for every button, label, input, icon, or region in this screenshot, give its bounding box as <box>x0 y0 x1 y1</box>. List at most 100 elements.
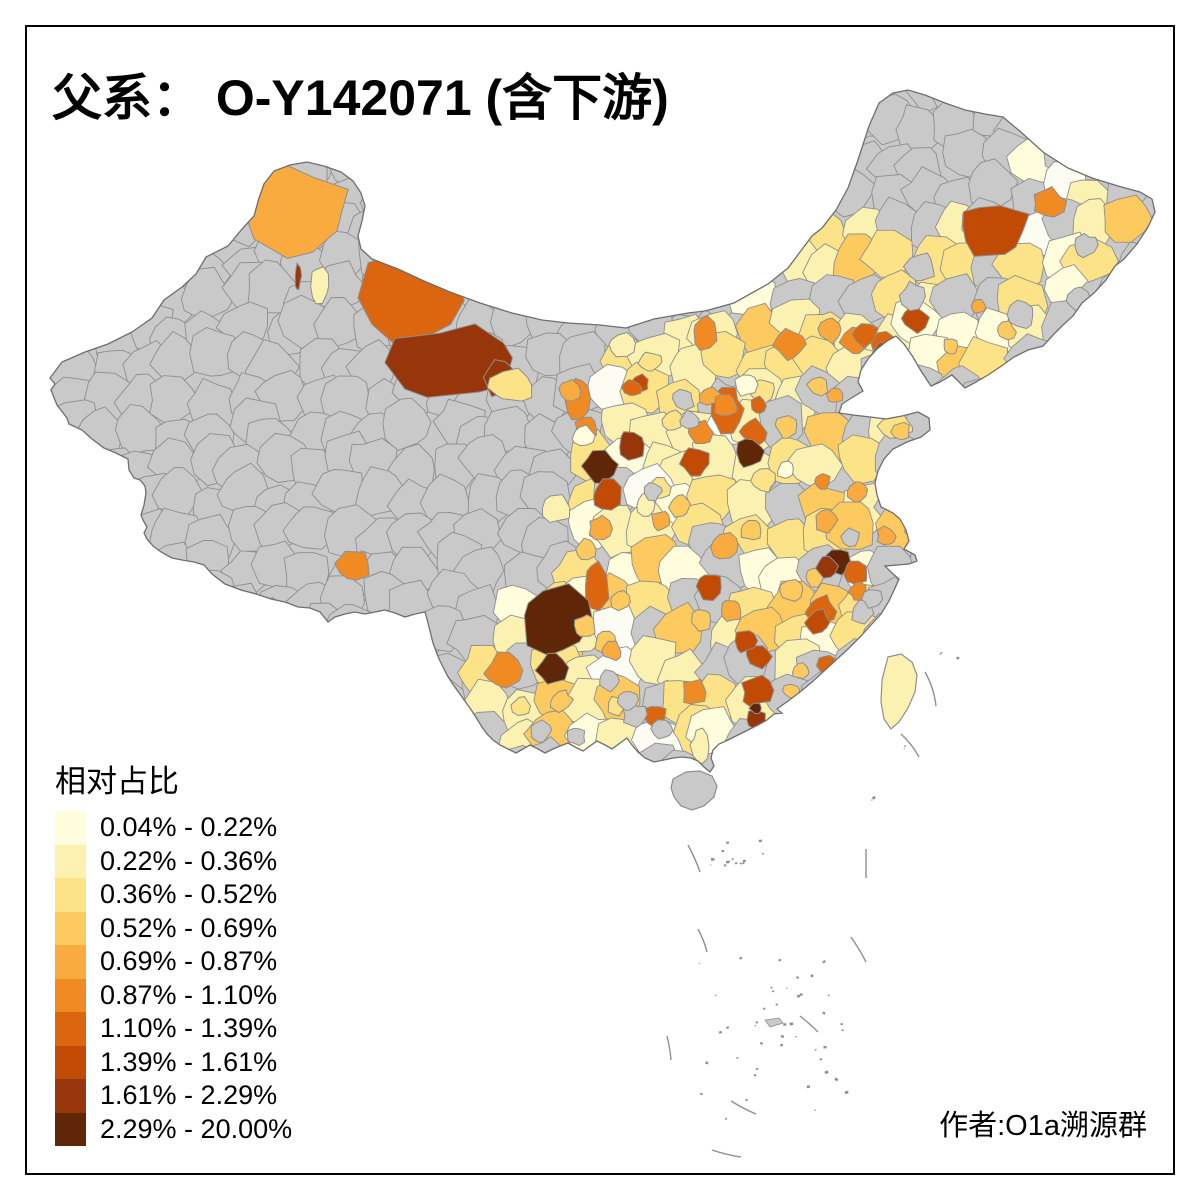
map-region <box>779 578 804 602</box>
map-region <box>943 338 959 355</box>
legend-class-row: 0.22% - 0.36% <box>55 844 292 879</box>
map-region <box>720 600 742 622</box>
map-region <box>619 431 645 461</box>
map-region <box>558 378 582 402</box>
map-region <box>741 674 775 709</box>
map-region <box>585 560 610 612</box>
taiwan-island <box>880 653 918 730</box>
map-region <box>1006 299 1034 330</box>
map-region <box>620 379 643 397</box>
map-region <box>610 590 631 612</box>
legend-swatch <box>55 844 86 879</box>
map-region <box>734 630 759 654</box>
map-region <box>745 645 773 670</box>
map-region <box>679 409 700 430</box>
map-region <box>608 331 637 358</box>
map-region <box>805 376 829 397</box>
map-region <box>814 473 831 490</box>
map-region <box>825 387 844 403</box>
map-region <box>616 690 640 712</box>
legend: 相对占比 0.04% - 0.22% 0.22% - 0.36% 0.36% - 0… <box>55 756 293 1147</box>
map-region <box>815 508 839 534</box>
legend-swatch <box>55 1079 86 1113</box>
legend-swatch <box>55 811 86 845</box>
map-region <box>294 261 303 291</box>
colored-regions <box>242 162 1099 765</box>
map-region <box>530 719 553 743</box>
map-region <box>736 438 766 469</box>
map-region <box>310 266 330 305</box>
legend-label: 2.29% - 20.00% <box>100 1113 293 1144</box>
legend-class-row: 0.52% - 0.69% <box>55 911 292 946</box>
map-region <box>750 467 776 493</box>
legend-swatch <box>55 1012 86 1046</box>
map-region <box>549 689 575 714</box>
legend-label: 0.87% - 1.10% <box>100 979 278 1010</box>
map-region <box>714 393 738 417</box>
national-border <box>49 89 1156 773</box>
legend-class-row: 1.39% - 1.61% <box>55 1045 292 1080</box>
map-region <box>962 205 1030 257</box>
legend-swatch <box>55 1045 86 1080</box>
map-region <box>575 537 597 561</box>
map-region <box>683 678 707 705</box>
page-border <box>25 25 1175 1175</box>
legend-title: 相对占比 <box>55 764 179 799</box>
map-region <box>384 323 514 398</box>
map-region <box>851 323 879 349</box>
map-region <box>876 525 897 546</box>
map-region <box>1033 185 1068 218</box>
map-region <box>734 374 759 397</box>
map-region <box>902 252 935 282</box>
map-region <box>637 351 663 372</box>
map-region <box>1074 232 1099 259</box>
map-region <box>510 696 532 716</box>
map-region <box>483 651 524 689</box>
map-region <box>671 388 695 411</box>
map-region <box>817 317 842 345</box>
legend-label: 1.39% - 1.61% <box>100 1046 278 1077</box>
map-region <box>890 421 910 441</box>
legend-label: 0.36% - 0.52% <box>100 879 278 910</box>
map-region <box>843 560 868 585</box>
map-region <box>573 614 596 637</box>
legend-class-row: 0.69% - 0.87% <box>55 945 292 979</box>
legend-swatch <box>55 878 86 912</box>
map-region <box>541 494 571 524</box>
legend-label: 0.04% - 0.22% <box>100 812 278 843</box>
legend-class-row: 0.87% - 1.10% <box>55 978 292 1013</box>
legend-label: 1.10% - 1.39% <box>100 1013 278 1044</box>
legend-label: 0.69% - 0.87% <box>100 946 278 977</box>
map-region <box>814 555 840 579</box>
map-region <box>695 574 722 602</box>
map-region <box>970 298 987 314</box>
hainan-island <box>670 770 718 811</box>
map-region <box>738 417 768 446</box>
map-region <box>710 532 739 560</box>
map-region <box>678 447 710 477</box>
map-title: 父系： O-Y142071 (含下游) <box>52 70 669 126</box>
map-region <box>588 514 614 541</box>
map-region <box>486 367 533 402</box>
map-region <box>651 510 671 532</box>
map-region <box>334 550 370 581</box>
map-region <box>898 280 926 312</box>
legend-swatch <box>55 978 86 1013</box>
map-region <box>740 519 762 541</box>
map-region <box>771 327 807 362</box>
legend-swatch <box>55 911 86 946</box>
legend-label: 0.52% - 0.69% <box>100 912 278 943</box>
legend-class-row: 0.36% - 0.52% <box>55 878 292 912</box>
legend-class-row: 1.61% - 2.29% <box>55 1079 292 1113</box>
map-region <box>860 589 884 609</box>
legend-class-row: 2.29% - 20.00% <box>55 1112 293 1147</box>
map-region <box>750 395 767 414</box>
map-region <box>693 315 718 351</box>
attribution: 作者:O1a溯源群 <box>939 1110 1147 1142</box>
map-region <box>643 482 664 502</box>
map-region <box>667 494 692 518</box>
legend-label: 1.61% - 2.29% <box>100 1080 278 1111</box>
legend-rows: 0.04% - 0.22% 0.22% - 0.36% 0.36% - 0.52% 0… <box>55 811 293 1147</box>
